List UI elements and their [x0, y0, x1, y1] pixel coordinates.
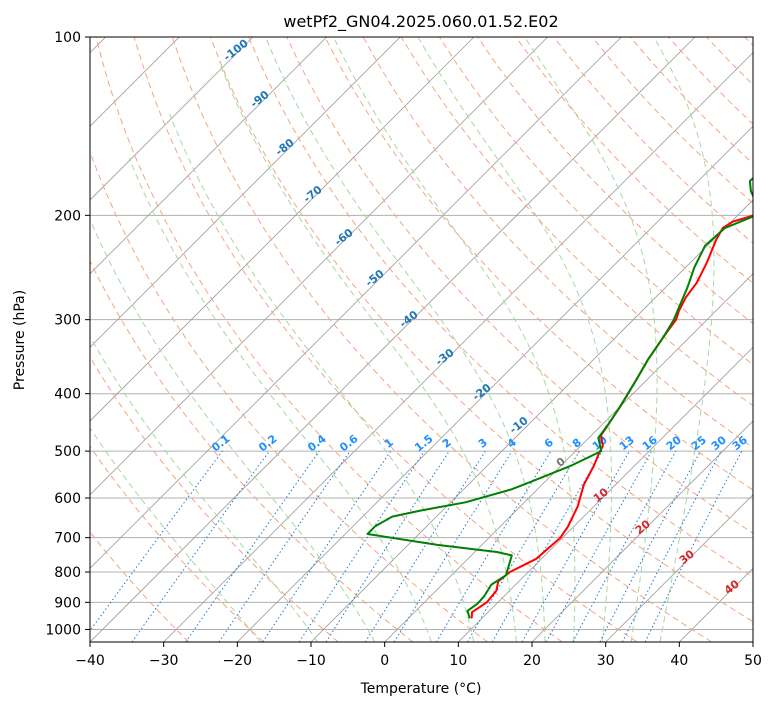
dry-adiabat-line	[515, 37, 753, 284]
mixing-ratio-line	[131, 450, 270, 642]
dry-adiabat-line	[248, 37, 753, 578]
y-tick-label: 900	[54, 595, 81, 611]
y-tick-label: 1000	[45, 622, 81, 638]
mixing-ratio-line	[521, 450, 630, 642]
mixing-ratio-line	[262, 450, 392, 642]
grid-layer	[90, 37, 753, 642]
dry-adiabat-line	[95, 37, 563, 642]
mixing-ratio-line	[185, 450, 320, 642]
mixing-ratio-line	[298, 450, 425, 642]
mixing-ratio-line	[545, 450, 653, 642]
y-tick-label: 800	[54, 565, 81, 581]
moist-adiabat-line	[524, 37, 658, 642]
dry-adiabat-line	[133, 37, 638, 642]
isotherm-line	[163, 52, 753, 642]
isotherm-line	[90, 37, 622, 569]
isotherm-line	[90, 37, 696, 642]
mixing-ratio-line	[218, 450, 351, 642]
y-tick-label: 400	[54, 387, 81, 403]
y-tick-label: 600	[54, 491, 81, 507]
y-tick-label: 200	[54, 208, 81, 224]
moist-adiabat-line	[90, 217, 376, 642]
mixing-ratio-line	[325, 450, 450, 642]
moist-adiabat-line	[265, 37, 546, 642]
isotherm-line	[531, 420, 753, 642]
plot-frame	[89, 36, 754, 643]
chart-title: wetPf2_GN04.2025.060.01.52.E02	[283, 12, 558, 32]
x-tick-label: −20	[223, 653, 253, 669]
dewpoint-profile-line	[366, 176, 753, 619]
isotherm-line	[90, 37, 548, 496]
y-tick-label: 700	[54, 531, 81, 547]
x-axis: −40 −30 −20 −10 0 10 20 30 40 50	[75, 642, 762, 669]
x-tick-label: −10	[296, 653, 326, 669]
x-tick-label: 30	[597, 653, 615, 669]
dry-adiabat-line	[90, 445, 264, 642]
x-tick-label: 0	[380, 653, 389, 669]
x-tick-label: 50	[744, 653, 762, 669]
y-tick-label: 100	[54, 30, 81, 46]
dry-adiabat-line	[324, 37, 753, 491]
isotherm-line	[458, 346, 753, 642]
mixing-ratio-layer	[90, 450, 743, 642]
x-tick-label: −40	[75, 653, 105, 669]
x-tick-label: 10	[449, 653, 467, 669]
isotherm-line	[605, 494, 753, 642]
moist-adiabat-line	[128, 157, 432, 642]
isotherm-line	[237, 125, 753, 642]
dry-adiabat-line	[286, 37, 753, 534]
isotherm-line	[384, 273, 753, 642]
isotherm-line	[90, 37, 475, 422]
plot-area-background	[90, 37, 753, 642]
moist-adiabat-line	[90, 335, 319, 642]
isotherm-line	[90, 37, 401, 348]
y-axis: 100 200 300 400 500 600 700 800 900 1000	[45, 30, 90, 638]
x-tick-label: −30	[149, 653, 179, 669]
isotherm-line	[90, 37, 327, 275]
mixing-ratio-line	[644, 450, 743, 642]
moist-adiabat-line	[417, 37, 612, 642]
mixing-ratio-line	[393, 450, 513, 642]
mixing-ratio-line	[572, 450, 677, 642]
dry-adiabat-line	[171, 37, 712, 642]
dry-adiabat-line	[90, 356, 339, 642]
y-tick-label: 500	[54, 444, 81, 460]
series-layer	[366, 176, 753, 619]
x-tick-label: 20	[523, 653, 541, 669]
y-tick-label: 300	[54, 313, 81, 329]
moist-adiabat-line	[90, 427, 261, 642]
moist-adiabat-line	[653, 37, 715, 642]
y-axis-label: Pressure (hPa)	[12, 290, 28, 390]
dry-adiabat-line	[210, 37, 753, 623]
mixing-ratio-line	[90, 450, 223, 632]
x-axis-label: Temperature (°C)	[360, 681, 482, 697]
moist-adiabat-line	[218, 61, 517, 642]
moist-adiabat-line	[169, 114, 475, 642]
x-tick-label: 40	[670, 653, 688, 669]
dry-adiabat-line	[90, 259, 414, 642]
isotherm-line	[90, 37, 254, 201]
dry-adiabat-layer	[90, 37, 753, 642]
